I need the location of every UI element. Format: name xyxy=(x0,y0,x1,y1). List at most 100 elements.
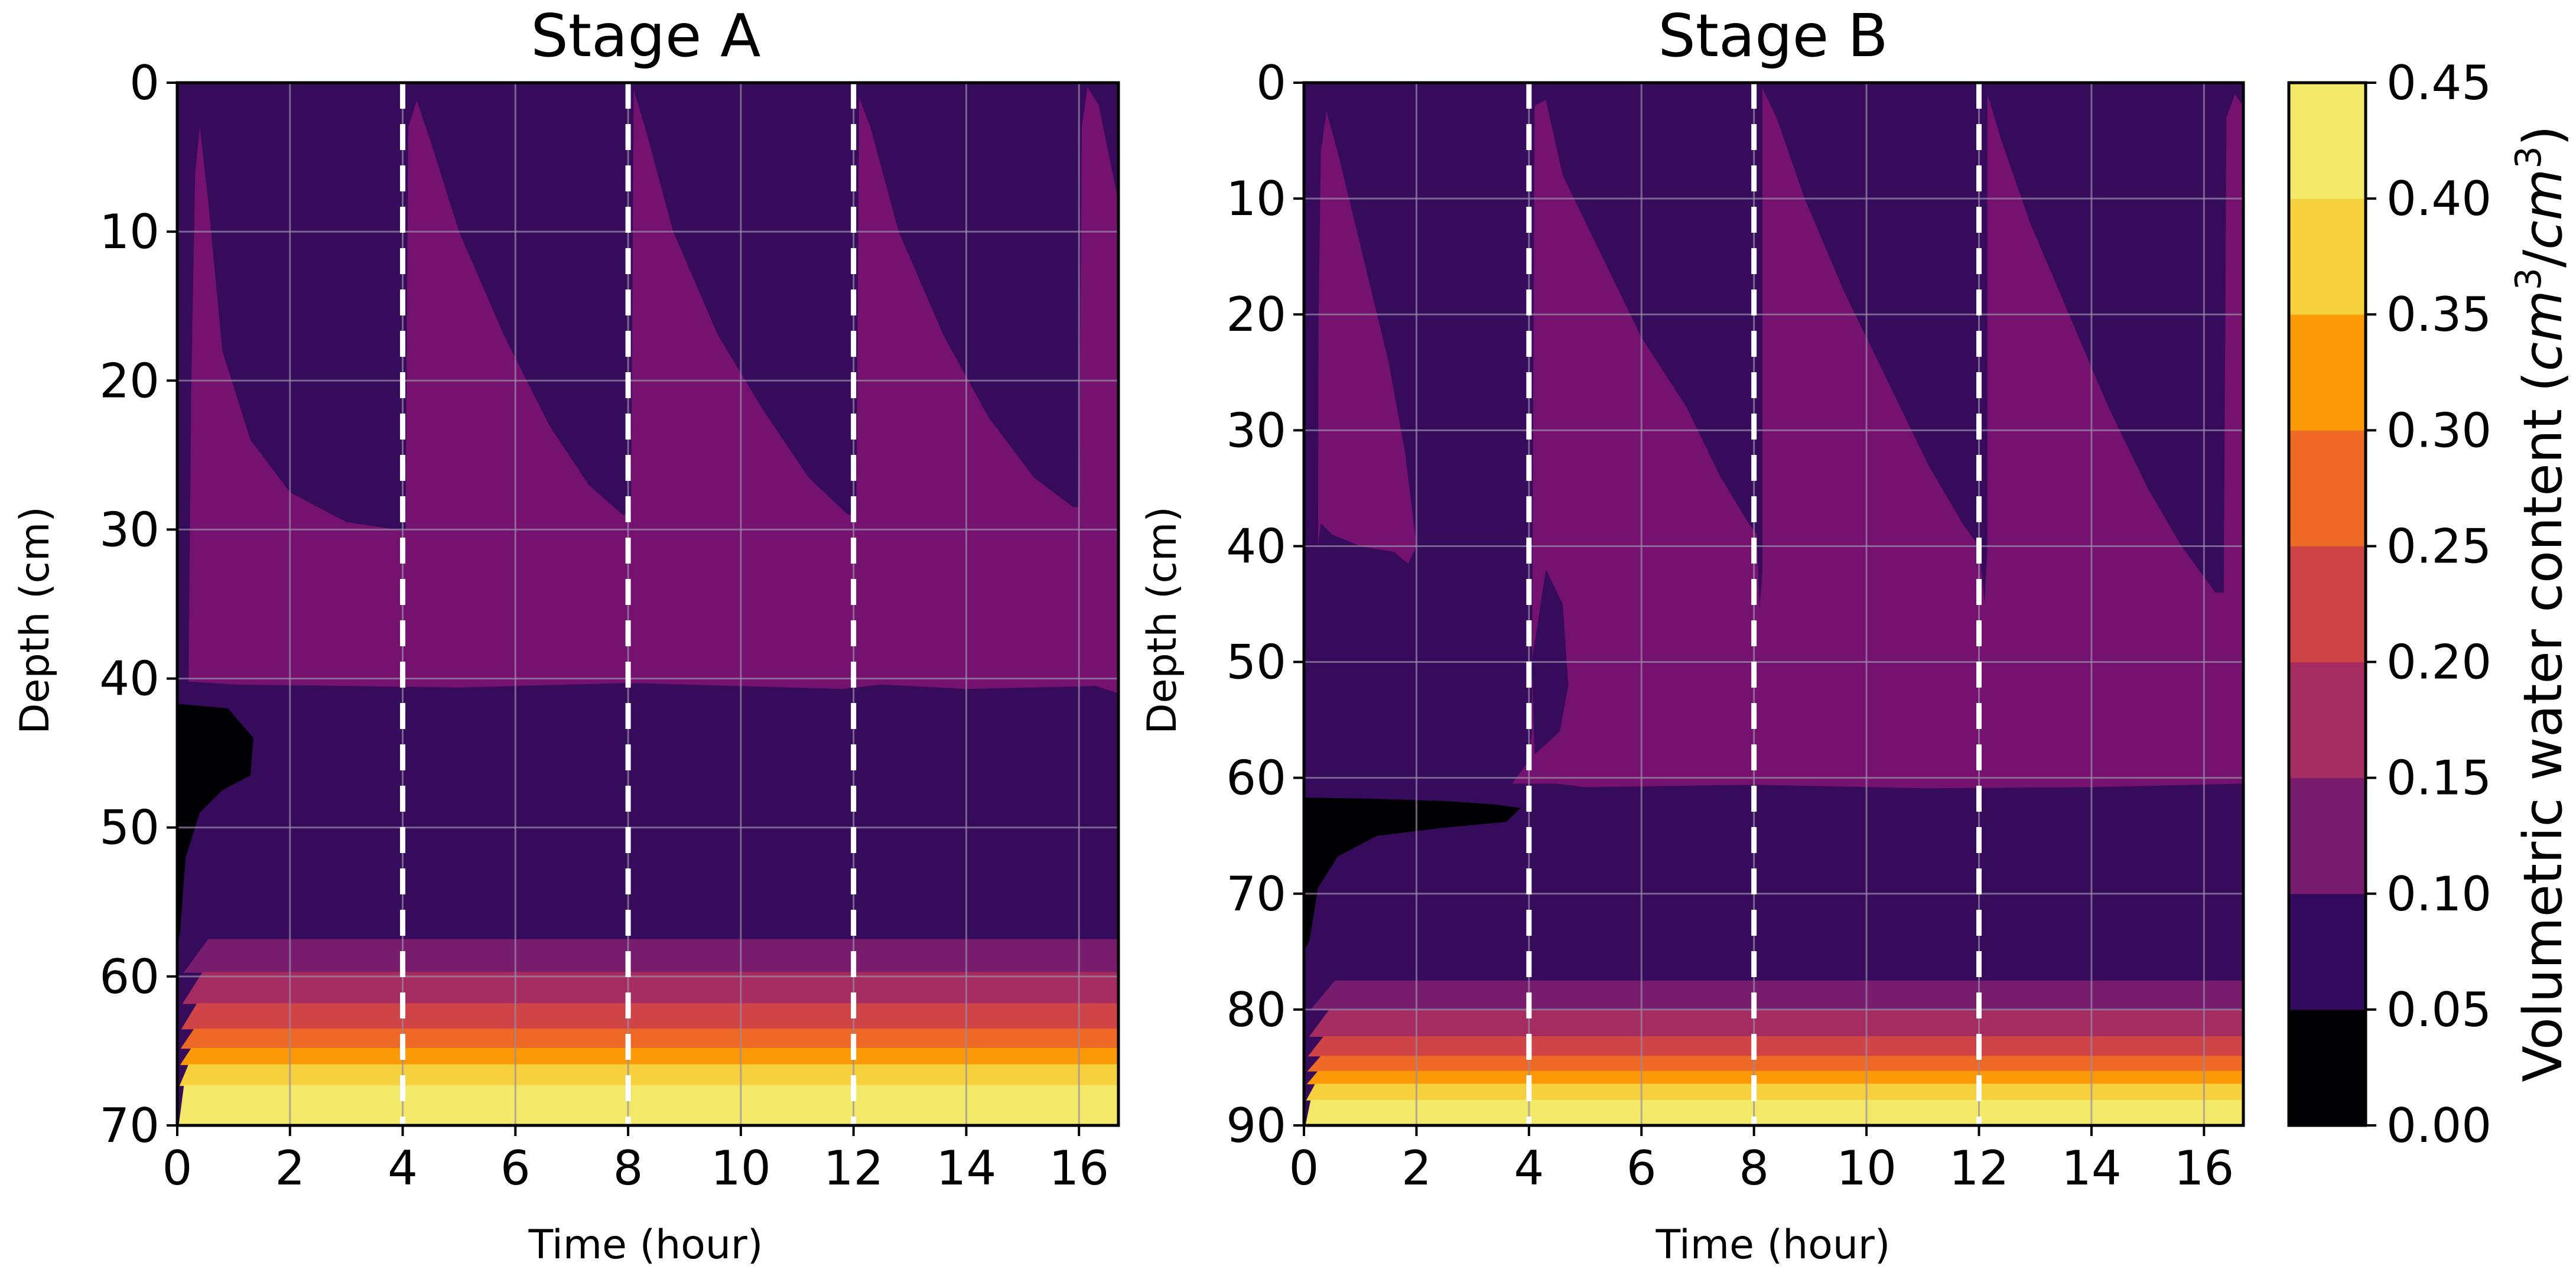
panel-stage-b: Stage B 0 2 4 6 8 10 12 14 16 0 10 20 30 40 50 60 70 80 9… xyxy=(1139,1,2245,1268)
colorbar: 0.00 0.05 0.10 0.15 0.20 0.25 0.30 0.35 0.40 0.45… xyxy=(2287,56,2574,1153)
colorbar-swatch xyxy=(2289,662,2366,779)
contour-band-6 xyxy=(179,1064,1118,1086)
y-tick-label: 0 xyxy=(129,56,160,110)
contour-band-4 xyxy=(1307,1056,2243,1072)
panel-b-y-ticks: 0 10 20 30 40 50 60 70 80 90 xyxy=(1226,56,1304,1153)
x-tick-label: 12 xyxy=(824,1141,884,1196)
contour-band-2 xyxy=(1309,1009,2243,1037)
contour-band-6 xyxy=(1306,1083,2243,1101)
colorbar-swatch xyxy=(2289,314,2366,431)
contour-band-5 xyxy=(1306,1070,2243,1085)
contour-dry-core xyxy=(1304,798,1521,952)
x-tick-label: 2 xyxy=(1401,1141,1432,1196)
y-tick-label: 30 xyxy=(99,502,160,557)
contour-band-2 xyxy=(182,972,1118,1004)
x-tick-label: 14 xyxy=(936,1141,997,1196)
panel-b-plot-area xyxy=(1302,81,2245,1127)
contour-band-4 xyxy=(180,1029,1118,1049)
contour-band-5 xyxy=(180,1047,1118,1065)
y-tick-label: 20 xyxy=(99,353,160,408)
panel-b-grid xyxy=(1304,83,2243,1125)
x-tick-label: 16 xyxy=(1049,1141,1109,1196)
contour-band-7 xyxy=(178,1085,1118,1125)
x-tick-label: 10 xyxy=(711,1141,771,1196)
y-tick-label: 50 xyxy=(99,800,160,855)
colorbar-frame xyxy=(2287,81,2367,1127)
x-tick-label: 14 xyxy=(2061,1141,2122,1196)
panel-b-x-ticks: 0 2 4 6 8 10 12 14 16 xyxy=(1289,1125,2234,1196)
colorbar-tick-label: 0.25 xyxy=(2386,519,2492,574)
x-tick-label: 0 xyxy=(1289,1141,1319,1196)
contour-band-1 xyxy=(1310,980,2243,1010)
panel-a-frame xyxy=(175,81,1120,1127)
contour-wet-zone xyxy=(188,87,1118,694)
colorbar-tick-label: 0.20 xyxy=(2386,635,2492,690)
contour-band-7 xyxy=(1305,1099,2243,1125)
panel-a-x-axis-label: Time (hour) xyxy=(528,1222,763,1268)
colorbar-swatch xyxy=(2289,83,2366,199)
y-tick-label: 10 xyxy=(99,204,160,259)
colorbar-swatch xyxy=(2289,777,2366,894)
colorbar-tick-label: 0.00 xyxy=(2386,1098,2492,1153)
panel-b-frame xyxy=(1302,81,2245,1127)
colorbar-label: Volumetric water content (cm3/cm3) xyxy=(2508,125,2574,1082)
x-tick-label: 8 xyxy=(1739,1141,1769,1196)
x-tick-label: 10 xyxy=(1836,1141,1897,1196)
y-tick-label: 40 xyxy=(99,652,160,707)
y-tick-label: 80 xyxy=(1226,982,1286,1037)
y-tick-label: 70 xyxy=(1226,867,1286,922)
y-tick-label: 10 xyxy=(1226,171,1286,226)
x-tick-label: 6 xyxy=(500,1141,531,1196)
colorbar-label-unit-den: cm xyxy=(2512,169,2574,250)
y-tick-label: 60 xyxy=(99,949,160,1004)
colorbar-swatch xyxy=(2289,430,2366,546)
colorbar-tick-label: 0.05 xyxy=(2386,982,2492,1037)
colorbar-label-slash: / xyxy=(2512,249,2574,268)
colorbar-swatch xyxy=(2289,893,2366,1010)
x-tick-label: 16 xyxy=(2174,1141,2234,1196)
x-tick-label: 0 xyxy=(162,1141,193,1196)
contour-wet-zone xyxy=(1512,88,2243,789)
panel-a-x-ticks: 0 2 4 6 8 10 12 14 16 xyxy=(162,1125,1109,1196)
y-tick-label: 40 xyxy=(1226,519,1286,574)
panel-a-y-axis-label: Depth (cm) xyxy=(12,506,58,734)
colorbar-swatch xyxy=(2289,198,2366,315)
panel-a-plot-area xyxy=(175,81,1120,1127)
y-tick-label: 30 xyxy=(1226,403,1286,458)
panel-b-title: Stage B xyxy=(1658,1,1888,70)
colorbar-label-exp-1: 3 xyxy=(2508,268,2549,290)
colorbar-swatch xyxy=(2289,546,2366,663)
colorbar-ticks: 0.00 0.05 0.10 0.15 0.20 0.25 0.30 0.35 0.40 0.45 xyxy=(2366,56,2492,1153)
colorbar-tick-label: 0.10 xyxy=(2386,867,2492,922)
y-tick-label: 0 xyxy=(1256,56,1286,110)
x-tick-label: 2 xyxy=(275,1141,305,1196)
contour-band-1 xyxy=(183,939,1118,973)
x-tick-label: 8 xyxy=(613,1141,643,1196)
y-tick-label: 70 xyxy=(99,1098,160,1153)
x-tick-label: 12 xyxy=(1949,1141,2009,1196)
colorbar-swatch xyxy=(2289,1009,2366,1126)
x-tick-label: 6 xyxy=(1627,1141,1657,1196)
panel-a-contours xyxy=(177,83,1118,1125)
colorbar-tick-label: 0.35 xyxy=(2386,287,2492,342)
panel-b-x-axis-label: Time (hour) xyxy=(1655,1222,1891,1268)
colorbar-label-close: ) xyxy=(2512,125,2574,146)
contour-band-3 xyxy=(1307,1036,2243,1057)
contour-early-wet-tongue xyxy=(1318,112,1417,564)
contour-band-3 xyxy=(181,1003,1118,1030)
colorbar-tick-label: 0.45 xyxy=(2386,56,2492,110)
y-tick-label: 90 xyxy=(1226,1098,1286,1153)
colorbar-swatches xyxy=(2289,83,2366,1126)
colorbar-tick-label: 0.15 xyxy=(2386,751,2492,806)
panel-a-y-ticks: 0 10 20 30 40 50 60 70 xyxy=(99,56,177,1153)
y-tick-label: 20 xyxy=(1226,287,1286,342)
colorbar-label-exp-2: 3 xyxy=(2508,146,2549,168)
colorbar-label-unit-num: cm xyxy=(2512,290,2574,371)
y-tick-label: 60 xyxy=(1226,751,1286,806)
y-tick-label: 50 xyxy=(1226,635,1286,690)
panel-a-title: Stage A xyxy=(531,1,760,70)
panel-b-contours xyxy=(1304,83,2243,1125)
x-tick-label: 4 xyxy=(1514,1141,1544,1196)
panel-stage-a: Stage A 0 2 4 6 8 10 12 14 16 0 10 20 30 40 50 60 70 Ti… xyxy=(12,1,1120,1268)
